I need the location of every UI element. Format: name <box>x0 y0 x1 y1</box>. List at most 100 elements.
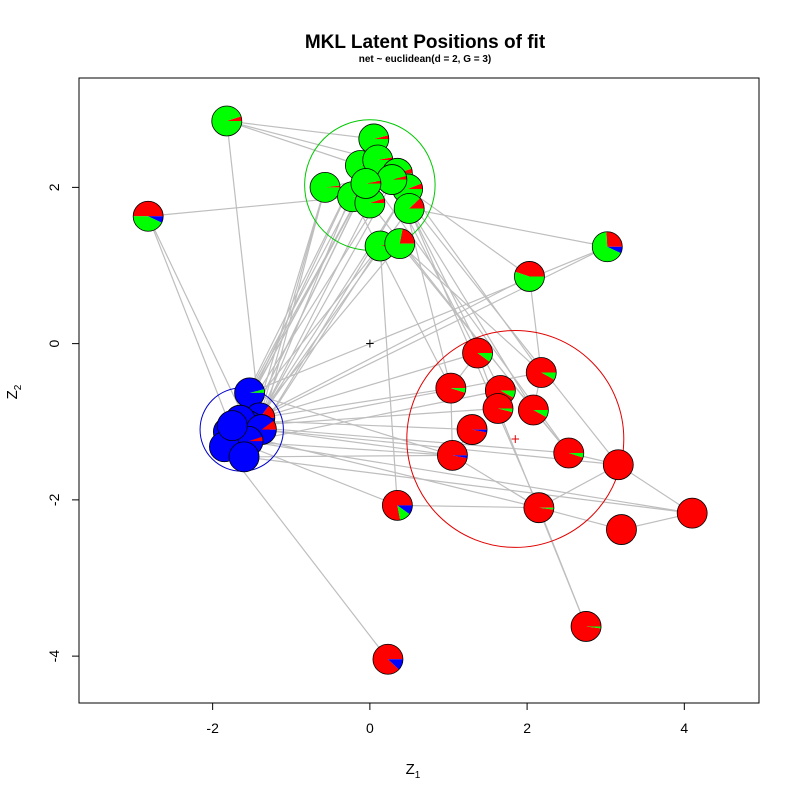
node-1-slice-2 <box>148 216 164 223</box>
x-tick-label-2: 2 <box>523 720 531 736</box>
node-30 <box>435 372 467 404</box>
node-1-slice-0 <box>133 201 164 217</box>
x-axis-label-sub: 1 <box>415 770 421 781</box>
y-axis-label-sub: 2 <box>13 384 24 390</box>
node-0-slice-0 <box>226 116 242 121</box>
node-3-slice-1 <box>310 172 341 203</box>
node-14-slice-0 <box>399 228 415 244</box>
edge-43 <box>236 440 398 506</box>
node-31-slice-1 <box>500 390 516 398</box>
edge-65 <box>247 440 693 514</box>
node-40-outline <box>676 497 708 529</box>
node-0 <box>211 105 243 137</box>
node-41-slice-1 <box>586 626 602 629</box>
edge-78 <box>399 243 542 373</box>
node-2-slice-0 <box>373 135 389 139</box>
plot-frame <box>78 77 760 704</box>
node-40-slice-0 <box>677 498 708 529</box>
node-40 <box>676 497 708 529</box>
edge-32 <box>259 246 608 419</box>
node-39-outline <box>606 514 637 545</box>
node-3-slice-0 <box>325 185 341 188</box>
x-axis-label: Z1 <box>406 761 421 781</box>
node-35 <box>437 439 468 471</box>
node-1-slice-1 <box>133 216 162 232</box>
node-26-outline <box>228 441 260 473</box>
y-tick-label-3: 2 <box>46 183 62 191</box>
node-2 <box>358 123 390 155</box>
node-15-slice-1 <box>592 231 621 262</box>
node-37-slice-0 <box>603 449 634 480</box>
node-11-outline <box>350 168 382 199</box>
node-42-slice-1 <box>397 505 410 521</box>
node-16-slice-0 <box>515 261 545 277</box>
node-42 <box>381 489 413 521</box>
y-tick-label-0: -4 <box>46 650 62 663</box>
edge-25 <box>409 207 608 248</box>
node-38-slice-1 <box>538 507 554 510</box>
node-37 <box>602 449 634 481</box>
node-34-slice-2 <box>472 429 488 433</box>
x-axis: -2 0 2 4 <box>206 702 688 736</box>
node-28 <box>462 337 493 369</box>
node-32-slice-1 <box>498 408 514 413</box>
x-tick-label-3: 4 <box>680 720 688 736</box>
node-5-slice-0 <box>377 157 393 161</box>
node-38-slice-0 <box>523 492 554 523</box>
node-42-outline <box>381 489 413 521</box>
node-15-slice-2 <box>607 246 623 254</box>
edge-72 <box>352 196 452 389</box>
node-36-outline <box>553 437 585 469</box>
node-43-slice-2 <box>387 659 403 670</box>
nodes-layer <box>132 105 708 675</box>
edge-1 <box>226 120 361 167</box>
edge-46 <box>244 454 453 458</box>
origin-marker: + <box>365 337 375 351</box>
edge-81 <box>236 440 453 456</box>
edge-39 <box>247 407 499 427</box>
node-33-outline <box>517 394 549 426</box>
node-32 <box>482 393 514 424</box>
node-37-outline <box>602 449 634 481</box>
node-1 <box>132 200 164 232</box>
node-14-outline <box>384 228 416 260</box>
node-24-slice-0 <box>248 436 264 442</box>
edges-layer <box>147 120 693 660</box>
x-tick-label-0: -2 <box>206 720 219 736</box>
node-41-slice-0 <box>571 611 602 642</box>
node-29-outline <box>525 357 557 388</box>
node-16-slice-1 <box>514 271 545 292</box>
edge-21 <box>239 179 393 421</box>
node-17-slice-1 <box>249 389 265 393</box>
edge-6 <box>147 216 237 442</box>
edge-82 <box>244 456 693 514</box>
edge-3 <box>226 120 374 140</box>
node-41-outline <box>570 611 602 642</box>
node-12-slice-0 <box>409 198 425 209</box>
node-35-outline <box>437 439 468 471</box>
node-35-slice-0 <box>437 440 468 471</box>
edge-18 <box>407 188 530 277</box>
node-29-slice-1 <box>541 372 557 380</box>
node-26 <box>228 441 260 473</box>
y-axis: -4 -2 0 2 <box>46 183 80 663</box>
edge-34 <box>228 275 530 433</box>
node-28-outline <box>462 337 493 369</box>
node-28-slice-1 <box>477 353 493 362</box>
x-axis-label-main: Z <box>406 761 415 778</box>
node-32-slice-0 <box>483 393 514 424</box>
node-7-slice-0 <box>407 183 423 189</box>
edge-11 <box>239 165 361 421</box>
node-38-outline <box>523 492 555 524</box>
edge-5 <box>147 216 249 426</box>
node-12-outline <box>393 193 425 224</box>
node-41 <box>570 611 602 642</box>
node-12 <box>393 193 425 224</box>
node-43 <box>372 643 404 675</box>
node-35-slice-2 <box>452 455 468 459</box>
node-12-slice-1 <box>394 193 425 224</box>
node-34-outline <box>456 414 488 445</box>
node-29 <box>525 357 557 388</box>
node-16 <box>514 261 545 292</box>
